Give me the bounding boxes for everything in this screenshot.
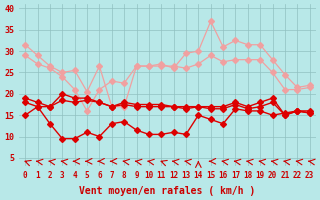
X-axis label: Vent moyen/en rafales ( km/h ): Vent moyen/en rafales ( km/h ) — [79, 186, 256, 196]
